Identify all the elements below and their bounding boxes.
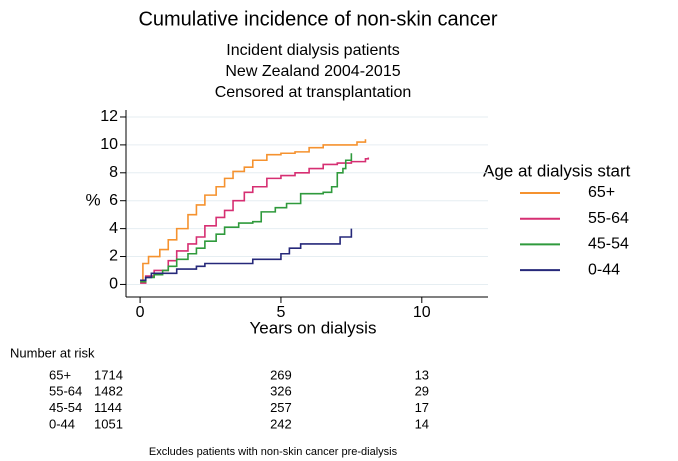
subtitle: Incident dialysis patients [226,42,399,59]
risk-count: 1714 [94,367,123,382]
x-axis-label: Years on dialysis [250,318,377,337]
y-tick-label: 10 [100,136,118,153]
legend-label: 55-64 [588,210,629,227]
y-tick-label: 6 [109,192,118,209]
legend-label: 45-54 [588,236,629,253]
y-tick-label: 12 [100,108,118,125]
subtitle: Censored at transplantation [215,84,412,101]
risk-count: 242 [270,416,292,431]
y-axis-label: % [85,190,100,209]
risk-count: 13 [415,367,429,382]
risk-count: 269 [270,367,292,382]
y-tick-label: 8 [109,164,118,181]
y-tick-label: 4 [109,220,118,237]
step-line [140,228,353,282]
risk-count: 257 [270,400,292,415]
risk-row-label: 0-44 [49,416,75,431]
risk-count: 14 [415,416,429,431]
footnote: Excludes patients with non-skin cancer p… [149,446,398,458]
chart-title: Cumulative incidence of non-skin cancer [138,8,497,30]
x-tick-label: 0 [136,304,145,321]
subtitle: New Zealand 2004-2015 [225,63,400,80]
y-tick-label: 2 [109,248,118,265]
legend-title: Age at dialysis start [483,161,631,180]
x-tick-label: 5 [276,304,285,321]
x-tick-label: 10 [413,304,431,321]
y-tick-label: 0 [109,276,118,293]
risk-table-title: Number at risk [10,345,95,360]
risk-count: 1051 [94,416,123,431]
risk-count: 1482 [94,384,123,399]
risk-count: 29 [415,384,429,399]
risk-count: 1144 [94,400,122,415]
step-line [140,139,367,282]
risk-count: 326 [270,384,292,399]
risk-row-label: 45-54 [49,400,82,415]
legend-label: 65+ [588,184,615,201]
risk-row-label: 65+ [49,367,71,382]
risk-row-label: 55-64 [49,384,82,399]
legend-label: 0-44 [588,261,620,278]
step-line [140,153,353,283]
risk-count: 17 [415,400,429,415]
